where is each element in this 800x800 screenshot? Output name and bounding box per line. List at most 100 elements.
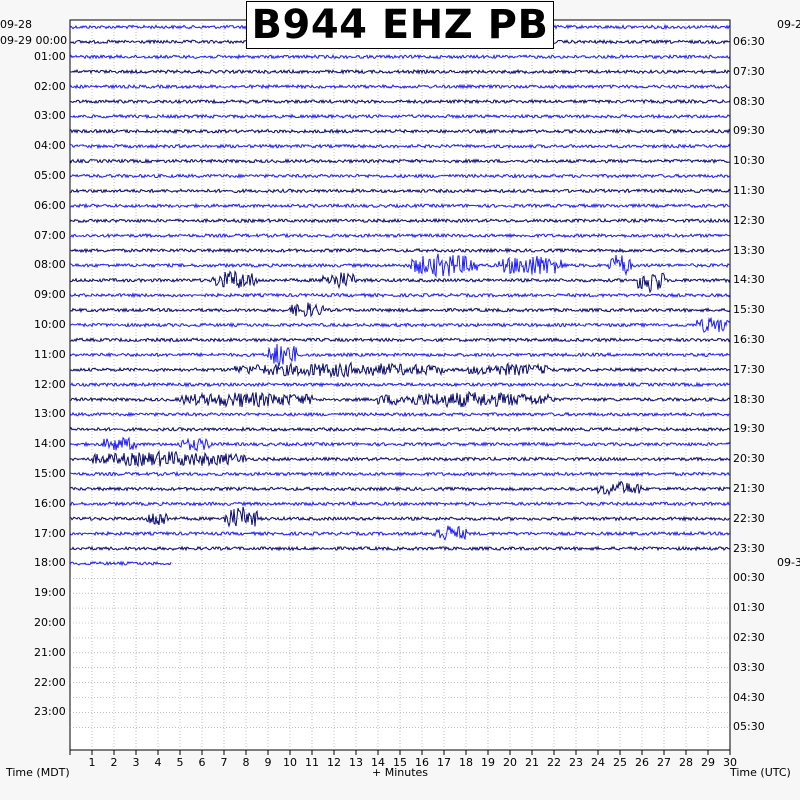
- x-tick-label: 16: [415, 756, 429, 769]
- right-hour-label: 22:30: [733, 511, 765, 525]
- seismic-trace-line: [69, 253, 731, 278]
- left-hour-label: 06:00: [34, 198, 66, 212]
- x-tick-label: 25: [613, 756, 627, 769]
- seismic-trace-line: [69, 525, 731, 541]
- x-tick-label: 21: [525, 756, 539, 769]
- right-hour-label: 21:30: [733, 481, 765, 495]
- seismic-trace-line: [69, 302, 731, 318]
- right-hour-label: 08:30: [733, 94, 765, 108]
- seismic-trace-line: [69, 269, 731, 294]
- right-hour-label: 00:30: [733, 571, 765, 585]
- left-hour-label: 10:00: [34, 318, 66, 331]
- x-tick-label: 10: [283, 756, 297, 769]
- seismic-trace-line: [69, 247, 731, 254]
- left-hour-label: 02:00: [34, 79, 66, 93]
- left-hour-label: 01:00: [34, 49, 66, 63]
- right-date-label-top: 09-2: [777, 18, 800, 31]
- seismic-trace-line: [69, 292, 731, 299]
- right-hour-label: 03:30: [733, 660, 765, 674]
- seismic-traces: [69, 23, 731, 567]
- right-hour-label: 04:30: [733, 690, 765, 704]
- left-hour-label: 18:00: [34, 556, 66, 570]
- x-tick-label: 26: [635, 756, 649, 769]
- right-hour-label: 15:30: [733, 303, 765, 317]
- x-tick-label: 18: [459, 756, 473, 769]
- x-tick-label: 23: [569, 756, 583, 769]
- seismic-trace-line: [69, 449, 731, 468]
- x-tick-label: 6: [199, 756, 206, 769]
- seismic-trace-line: [69, 336, 731, 343]
- left-hour-label: 15:00: [34, 467, 66, 480]
- seismic-trace-line: [69, 343, 731, 367]
- seismic-trace-line: [69, 98, 731, 105]
- right-hour-label: 16:30: [733, 332, 765, 346]
- right-hour-label: 06:30: [733, 34, 765, 48]
- right-hour-label: 02:30: [733, 630, 765, 644]
- x-tick-label: 19: [481, 756, 495, 769]
- right-hour-label: 17:30: [733, 362, 765, 376]
- x-tick-label: 20: [503, 756, 517, 769]
- x-tick-label: 15: [393, 756, 407, 769]
- left-hour-label: 20:00: [34, 616, 66, 629]
- right-hour-label: 12:30: [733, 213, 765, 227]
- seismic-trace-line: [69, 545, 731, 552]
- left-hour-label: 13:00: [34, 407, 66, 421]
- seismic-trace-line: [69, 436, 731, 453]
- left-hour-label: 12:00: [34, 377, 66, 391]
- seismic-trace-line: [69, 158, 731, 165]
- left-hour-label: 09:00: [34, 288, 66, 302]
- right-axis-label: Time (UTC): [730, 766, 791, 779]
- x-tick-label: 12: [327, 756, 341, 769]
- seismic-trace-line: [69, 187, 731, 194]
- right-hour-label: 13:30: [733, 243, 765, 257]
- seismic-trace-line: [69, 506, 731, 528]
- x-tick-label: 7: [221, 756, 228, 769]
- left-hour-label: 16:00: [34, 496, 66, 510]
- left-hour-label: 21:00: [34, 645, 66, 659]
- seismic-trace-line: [69, 232, 731, 239]
- x-tick-label: 13: [349, 756, 363, 769]
- left-hour-label: 07:00: [34, 228, 66, 242]
- x-tick-label: 9: [265, 756, 272, 769]
- seismic-trace-line: [69, 390, 731, 409]
- x-tick-label: 11: [305, 756, 319, 769]
- seismic-trace-line: [69, 381, 731, 388]
- left-hour-label: 05:00: [34, 169, 66, 182]
- seismic-trace-line: [69, 83, 731, 90]
- seismic-trace-line: [69, 500, 731, 507]
- left-hour-label: 03:00: [34, 109, 66, 123]
- x-tick-label: 22: [547, 756, 561, 769]
- left-hour-label: 19:00: [34, 586, 66, 600]
- seismic-trace-line: [69, 172, 731, 180]
- x-tick-label: 30: [723, 756, 737, 769]
- x-tick-label: 29: [701, 756, 715, 769]
- seismic-trace-line: [69, 317, 731, 333]
- left-date-label-top: 09-28: [0, 18, 32, 31]
- left-hour-label: 11:00: [34, 347, 66, 361]
- seismic-trace-line: [69, 202, 731, 209]
- right-hour-label: 18:30: [733, 392, 765, 406]
- x-tick-label: 24: [591, 756, 605, 769]
- right-hour-label: 07:30: [733, 64, 765, 78]
- right-date-label-next: 09-3: [777, 556, 800, 569]
- seismic-trace-line: [69, 113, 731, 120]
- x-axis-ticks: 1 2 3 4 5 6 7 8 9 10 11 12 13 14 15 16 17 18 19 20 21 22 23 24 2…: [69, 750, 737, 769]
- seismic-trace-line: [69, 128, 731, 135]
- right-hour-label: 09:30: [733, 124, 765, 138]
- x-axis-label: + Minutes: [372, 766, 429, 779]
- seismic-trace-line: [69, 53, 731, 60]
- seismic-trace-line: [69, 470, 731, 478]
- seismic-trace-line: [69, 361, 731, 379]
- x-tick-label: 3: [133, 756, 140, 769]
- right-hour-label: 20:30: [733, 452, 765, 466]
- seismic-trace-line: [69, 143, 731, 150]
- right-hour-label: 14:30: [733, 273, 765, 287]
- left-hour-label: 14:00: [34, 437, 66, 451]
- right-hour-label: 11:30: [733, 183, 765, 197]
- seismic-trace-line: [70, 68, 731, 75]
- chart-title: B944 EHZ PB: [246, 1, 554, 49]
- right-hour-label: 19:30: [733, 422, 765, 436]
- right-hour-label: 10:30: [733, 154, 765, 168]
- x-tick-label: 27: [657, 756, 671, 769]
